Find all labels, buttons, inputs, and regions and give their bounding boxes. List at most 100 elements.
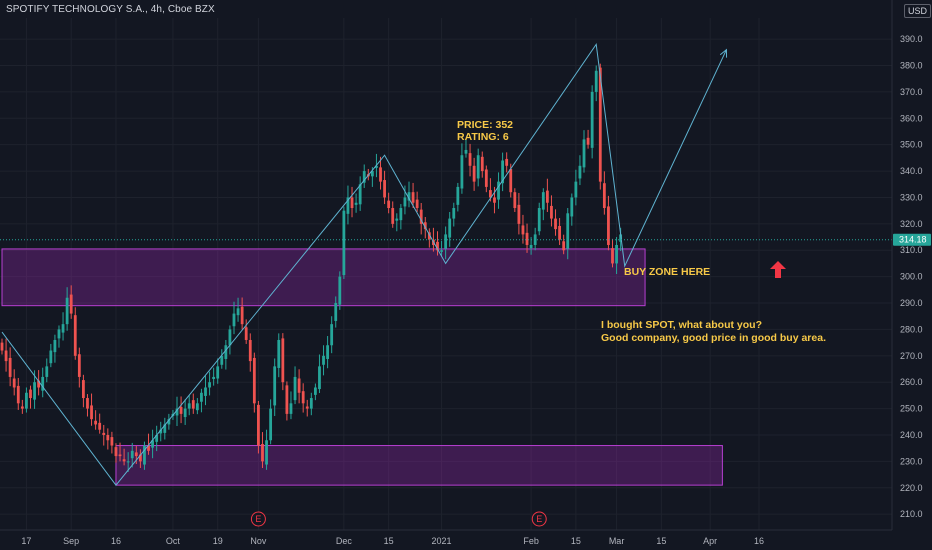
earnings-marker-label: E (536, 514, 542, 524)
candle-body (277, 339, 281, 368)
x-tick-label: Nov (250, 536, 267, 546)
candle-body (460, 155, 464, 189)
candle-body (509, 168, 513, 193)
candle-body (273, 366, 277, 406)
y-tick-label: 380.0 (900, 61, 923, 71)
candle-body (61, 324, 65, 333)
candle-body (529, 244, 533, 249)
candle-body (590, 91, 594, 148)
candle-body (440, 250, 443, 252)
candle-body (562, 241, 566, 251)
candle-body (448, 218, 452, 238)
currency-badge[interactable]: USD (904, 4, 932, 18)
candle-body (533, 234, 537, 245)
candle-body (578, 165, 582, 179)
candle-body (69, 294, 73, 314)
y-tick-label: 250.0 (900, 404, 923, 414)
candle-body (147, 445, 150, 451)
candle-body (261, 443, 264, 462)
candle-body (399, 208, 403, 221)
x-tick-label: Dec (336, 536, 353, 546)
candle-body (338, 276, 342, 305)
candle-body (98, 422, 102, 430)
candle-body (326, 345, 329, 359)
y-tick-label: 370.0 (900, 87, 923, 97)
chart-title: SPOTIFY TECHNOLOGY S.A., 4h, Cboe BZX (6, 4, 215, 15)
candle-body (82, 380, 85, 399)
candle-body (411, 192, 415, 203)
candle-body (163, 424, 167, 433)
candle-body (350, 197, 354, 209)
candle-body (240, 306, 244, 325)
x-tick-label: Sep (63, 536, 79, 546)
y-tick-label: 330.0 (900, 192, 923, 202)
candle-body (212, 376, 216, 380)
candle-body (126, 461, 130, 463)
candle-body (41, 376, 45, 391)
x-tick-label: 15 (656, 536, 666, 546)
candle-body (257, 404, 260, 446)
candle-body (472, 165, 476, 182)
earnings-marker-circle (250, 511, 266, 527)
candle-body (200, 392, 203, 402)
y-tick-label: 270.0 (900, 351, 923, 361)
zone-rect-0 (1, 248, 646, 307)
candle-body (130, 450, 134, 459)
candle-body (423, 222, 427, 230)
candle-body (53, 339, 57, 353)
trendline-path (1, 43, 727, 486)
candle-body (143, 445, 146, 465)
candle-body (476, 155, 480, 179)
candles (0, 63, 623, 472)
annotation-note-line2: Good company, good price in good buy are… (601, 332, 826, 344)
y-tick-label: 230.0 (900, 456, 923, 466)
candle-body (383, 180, 386, 198)
x-tick-label: 17 (21, 536, 31, 546)
candle-body (480, 156, 484, 172)
candle-body (615, 244, 618, 264)
candle-body (484, 169, 488, 187)
candle-body (517, 204, 521, 224)
price-zones (1, 248, 723, 486)
y-tick-label: 210.0 (900, 509, 923, 519)
candle-body (513, 192, 517, 209)
y-tick-label: 240.0 (900, 430, 923, 440)
candle-body (493, 197, 496, 203)
candle-body (313, 387, 317, 395)
candle-body (362, 171, 366, 183)
candle-body (191, 400, 195, 409)
x-tick-label: Oct (166, 536, 181, 546)
candle-body (558, 225, 561, 240)
candle-body (305, 406, 309, 409)
candle-body (598, 67, 602, 182)
candle-body (86, 398, 89, 409)
candle-body (118, 454, 122, 457)
x-tick-label: Mar (609, 536, 625, 546)
y-tick-label: 260.0 (900, 377, 923, 387)
candle-body (395, 218, 399, 221)
candle-body (554, 218, 557, 230)
x-tick-label: 15 (571, 536, 581, 546)
candle-body (37, 380, 41, 388)
up-arrow-shape (770, 261, 786, 278)
x-tick-label: 2021 (432, 536, 452, 546)
trendline (1, 43, 728, 486)
x-tick-label: Feb (523, 536, 539, 546)
candle-body (114, 447, 118, 457)
candle-body (167, 419, 171, 425)
y-tick-label: 350.0 (900, 140, 923, 150)
candle-body (236, 308, 240, 316)
candle-body (391, 208, 395, 224)
candle-body (537, 208, 541, 232)
candle-body (248, 339, 252, 362)
candle-body (175, 408, 179, 416)
candle-body (505, 158, 509, 166)
gridlines (0, 18, 892, 530)
candle-body (110, 437, 114, 446)
candle-body (582, 139, 586, 168)
candle-body (4, 350, 8, 362)
candle-body (65, 297, 69, 325)
y-axis-bg (892, 0, 932, 550)
